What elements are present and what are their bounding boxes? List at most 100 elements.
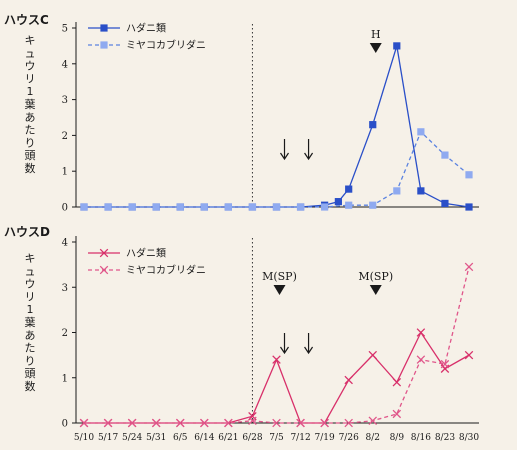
series-2 [79,262,474,428]
y-tick-label: 2 [62,131,68,142]
data-point [392,409,402,419]
data-point [296,203,305,211]
x-tick-label: 5/31 [146,433,166,443]
data-point [345,185,353,193]
y-axis-label-char: ュ [25,47,36,60]
data-point [320,418,329,428]
data-point [464,262,474,272]
annotation-label: M(SP) [358,270,393,283]
annotation-label: M(SP) [262,270,297,283]
x-tick-label: 7/12 [290,433,310,443]
x-tick-label: 8/16 [411,433,431,443]
y-axis-label-char: り [25,136,36,149]
y-tick-label: 1 [62,373,68,384]
data-point [334,198,342,206]
y-tick-label: 0 [62,419,68,430]
y-tick-label: 2 [62,328,68,339]
x-tick-label: 6/28 [242,433,262,443]
y-axis-label-char: 頭 [25,367,36,380]
data-point [151,418,161,428]
data-point [369,201,377,209]
data-point [441,199,449,208]
x-tick-label: 5/24 [122,433,142,443]
y-tick-label: 4 [62,59,68,70]
y-axis-label-char: 1 [27,303,34,316]
data-point [103,418,113,428]
y-axis-label-char: あ [25,111,36,124]
data-point [393,187,401,195]
data-point [464,350,474,360]
data-point [368,350,378,360]
data-point [200,203,208,211]
x-tick-label: 8/30 [459,433,479,443]
series-line [84,331,470,424]
x-tick-label: 6/5 [173,433,188,443]
y-axis-label-char: リ [25,290,36,303]
y-axis-label-char: り [25,354,36,367]
data-point [248,416,257,425]
data-point [224,418,233,428]
x-tick-label: 5/10 [74,433,94,443]
data-point [345,201,353,209]
data-point [465,203,473,211]
y-axis-label-char: た [25,342,36,355]
legend-marker [100,41,108,49]
y-axis-label-char: ュ [25,265,36,278]
data-point [296,418,305,428]
x-tick-label: 7/26 [339,433,359,443]
x-tick-label: 8/23 [435,433,455,443]
data-point [272,203,281,211]
legend-label: ミヤコカブリダニ [126,39,206,52]
y-axis-label-char: 葉 [25,315,36,329]
legend-item: ハダニ類 [88,22,166,35]
data-point [392,378,402,387]
y-tick-label: 3 [62,283,68,294]
data-point [369,121,377,129]
data-point [465,171,473,179]
series-line [84,45,470,208]
data-point [416,328,426,337]
y-tick-label: 0 [62,203,68,214]
arrow-down-icon [280,139,289,161]
data-point [272,418,281,428]
y-axis-label-char: 葉 [25,97,36,111]
data-point [224,203,232,211]
y-axis-label-char: 数 [25,380,36,393]
y-tick-label: 1 [62,167,68,178]
data-point [393,42,401,50]
y-axis-label-char: キ [25,34,36,47]
y-tick-label: 4 [62,238,68,249]
data-point [80,203,88,211]
x-tick-label: 8/2 [366,433,380,443]
x-tick-label: 5/17 [98,433,118,443]
legend-item: ミヤコカブリダニ [88,264,206,277]
annotation-label: H [371,28,381,41]
y-axis-label-char: 頭 [25,149,36,162]
x-tick-label: 6/21 [218,433,238,443]
data-point [344,418,353,428]
y-axis-label-char: ウ [25,60,36,73]
y-axis-label-char: ウ [25,278,36,291]
triangle-marker-icon [369,285,382,295]
series-1 [79,328,474,428]
legend-label: ミヤコカブリダニ [126,264,206,277]
x-tick-label: 8/9 [390,433,405,443]
series-line [84,130,470,208]
y-tick-label: 5 [62,24,68,35]
chart-title: ハウスC [4,13,49,27]
y-axis-label-char: あ [25,329,36,342]
data-point [440,359,450,369]
data-point [248,203,257,211]
legend-item: ミヤコカブリダニ [88,39,206,52]
legend-label: ハダニ類 [126,22,166,35]
data-point [344,375,353,385]
data-point [321,203,329,211]
y-tick-label: 3 [62,95,68,106]
legend-marker [99,248,109,258]
series-1 [80,42,473,211]
